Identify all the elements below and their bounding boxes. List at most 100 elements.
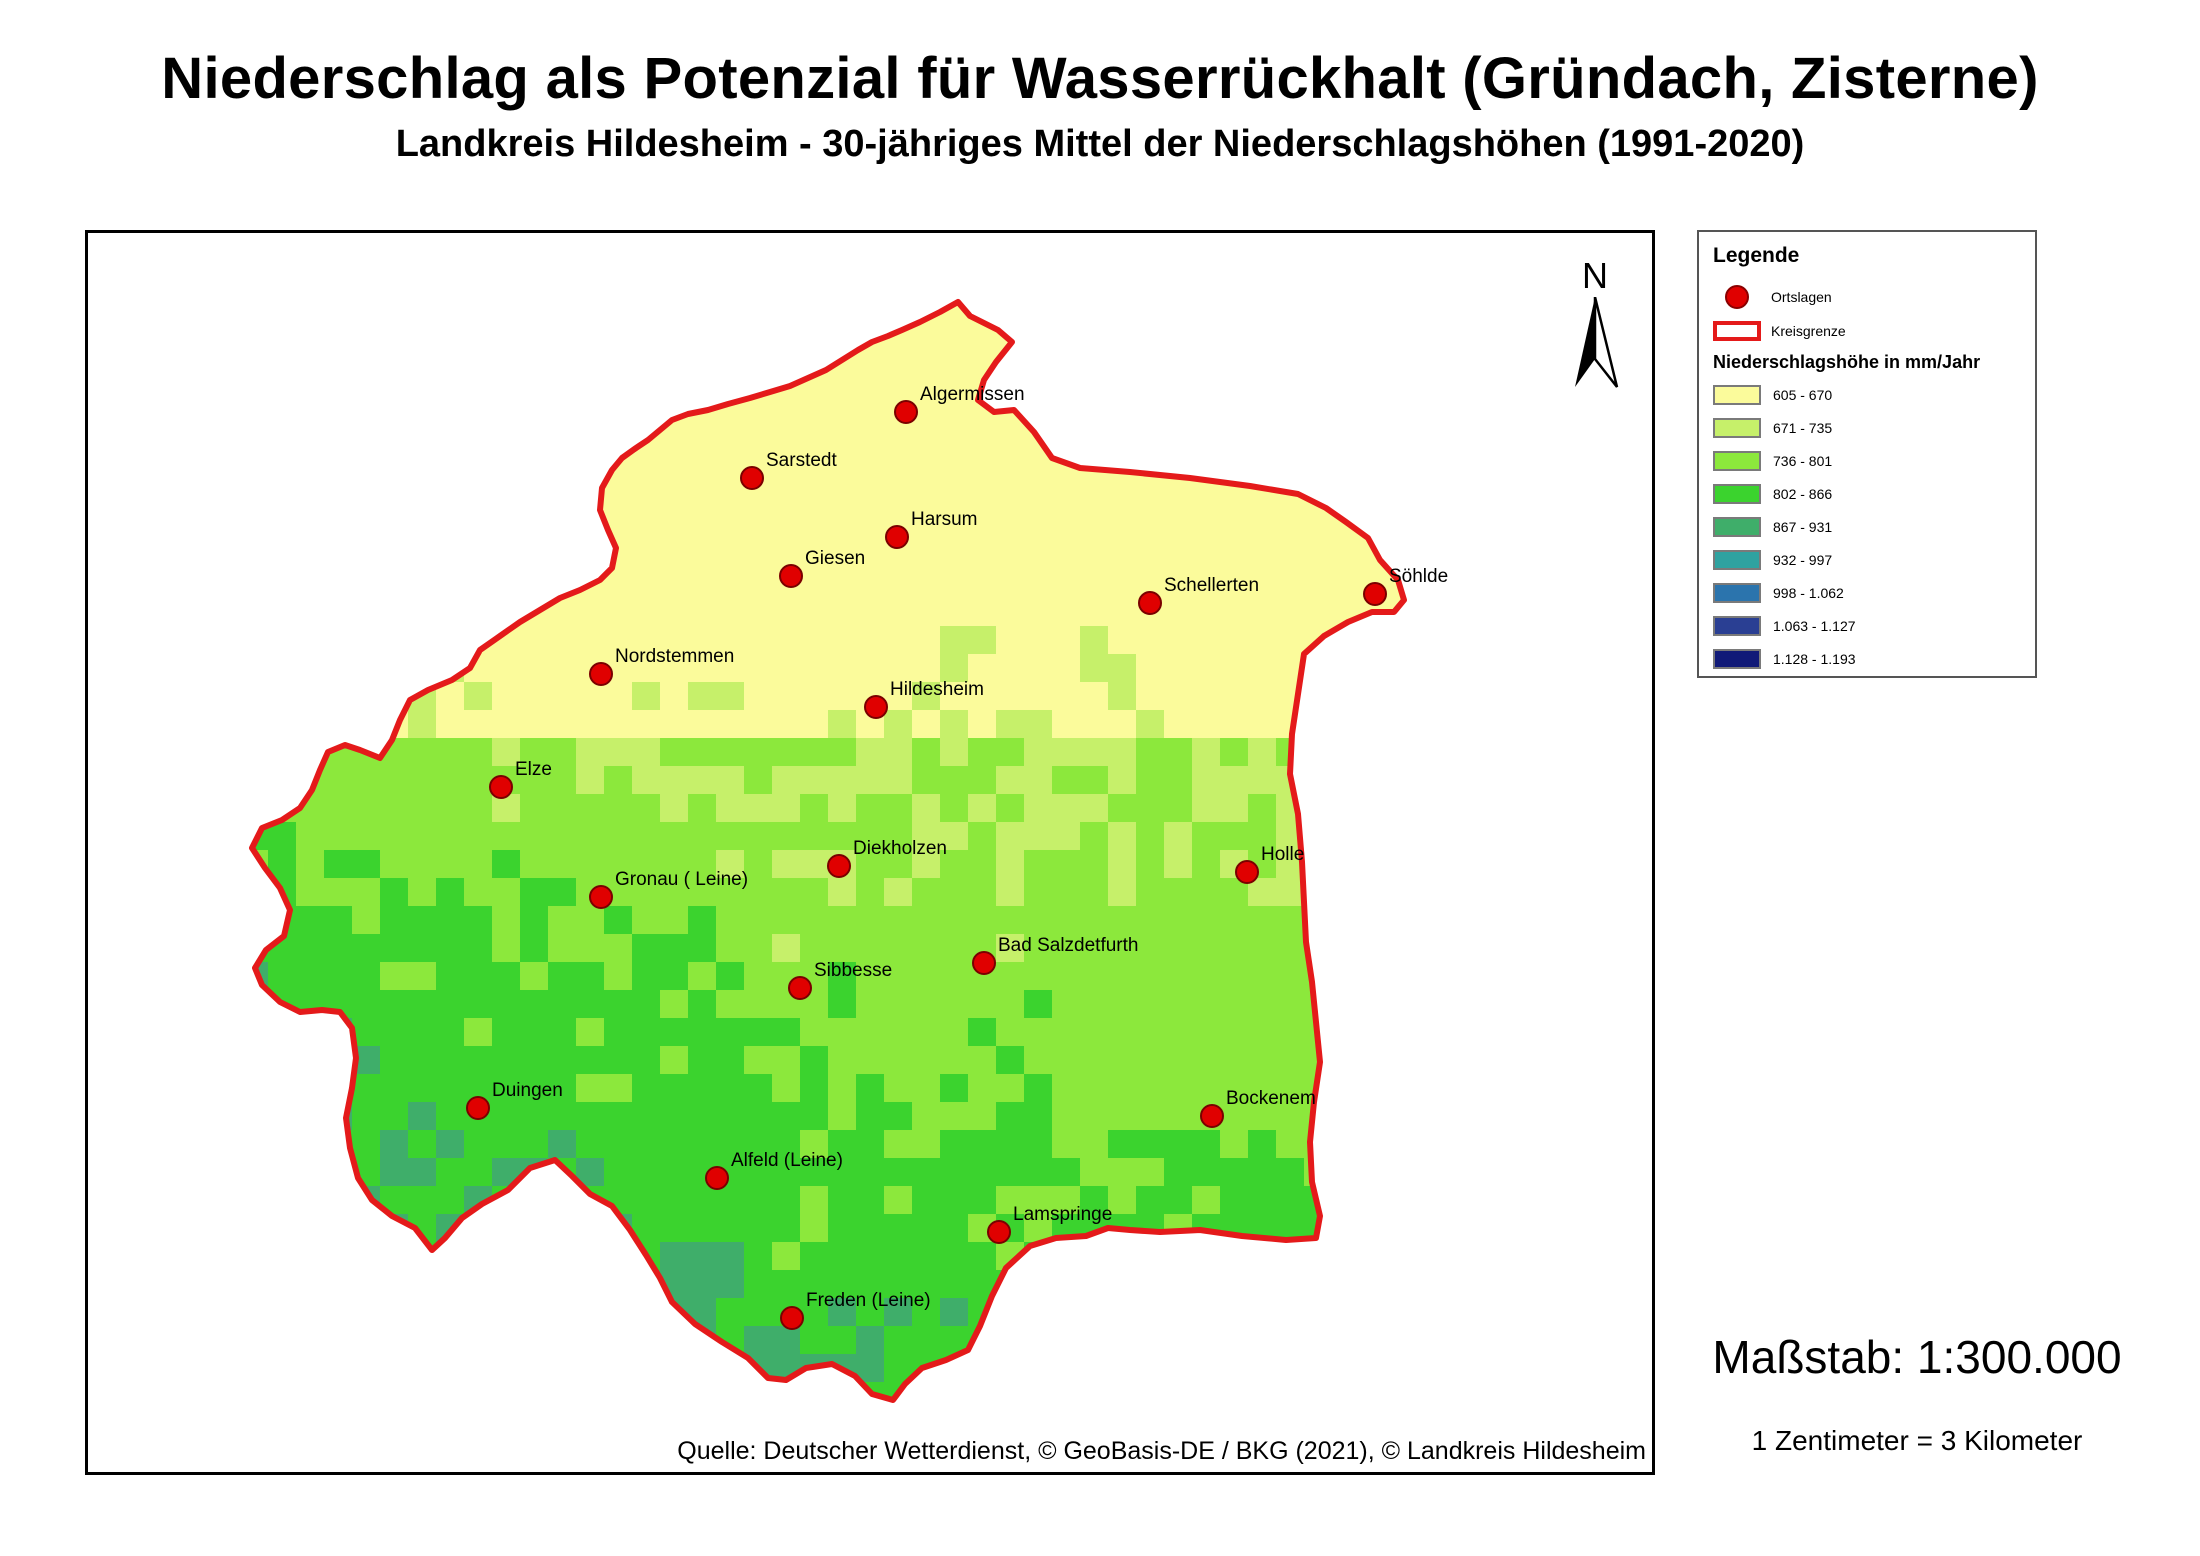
raster-cell <box>492 822 520 850</box>
raster-cell <box>1108 1130 1136 1158</box>
raster-cell <box>1080 1046 1108 1074</box>
raster-cell <box>1360 1242 1388 1270</box>
place-dot-icon <box>987 1220 1011 1244</box>
raster-cell <box>1052 318 1080 346</box>
raster-cell <box>1080 486 1108 514</box>
raster-cell <box>1388 654 1404 682</box>
raster-cell <box>828 654 856 682</box>
raster-cell <box>1220 794 1248 822</box>
raster-cell <box>436 1074 464 1102</box>
raster-cell <box>884 710 912 738</box>
legend-class-row: 671 - 735 <box>1713 415 1832 441</box>
raster-cell <box>912 878 940 906</box>
raster-cell <box>828 906 856 934</box>
raster-cell <box>324 850 352 878</box>
raster-cell <box>660 794 688 822</box>
place-dot-icon <box>885 525 909 549</box>
raster-cell <box>1024 906 1052 934</box>
raster-cell <box>660 430 688 458</box>
raster-cell <box>856 374 884 402</box>
raster-cell <box>856 766 884 794</box>
raster-cell <box>828 1158 856 1186</box>
raster-cell <box>1136 542 1164 570</box>
raster-cell <box>324 302 352 318</box>
raster-cell <box>520 654 548 682</box>
raster-cell <box>352 1354 380 1382</box>
raster-cell <box>800 542 828 570</box>
raster-cell <box>380 542 408 570</box>
map-frame: Algermissen Sarstedt Harsum Giesen Schellert… <box>85 230 1655 1475</box>
raster-cell <box>828 1270 856 1298</box>
raster-cell <box>352 1242 380 1270</box>
raster-cell <box>1136 990 1164 1018</box>
raster-cell <box>436 794 464 822</box>
raster-cell <box>1388 1074 1404 1102</box>
raster-cell <box>436 1270 464 1298</box>
raster-cell <box>912 626 940 654</box>
place-label: Alfeld (Leine) <box>731 1150 843 1171</box>
raster-cell <box>1304 1410 1332 1438</box>
raster-cell <box>1248 1158 1276 1186</box>
raster-cell <box>296 346 324 374</box>
raster-cell <box>800 794 828 822</box>
raster-cell <box>1164 1326 1192 1354</box>
raster-cell <box>604 1046 632 1074</box>
raster-cell <box>716 346 744 374</box>
raster-cell <box>296 962 324 990</box>
raster-cell <box>744 906 772 934</box>
raster-cell <box>464 1270 492 1298</box>
raster-cell <box>1360 1354 1388 1382</box>
raster-cell <box>1136 1298 1164 1326</box>
raster-cell <box>436 318 464 346</box>
raster-cell <box>1276 1186 1304 1214</box>
raster-cell <box>1108 514 1136 542</box>
raster-cell <box>1136 430 1164 458</box>
legend-class-row: 1.128 - 1.193 <box>1713 646 1856 672</box>
raster-cell <box>1276 1102 1304 1130</box>
raster-cell <box>1248 402 1276 430</box>
raster-cell <box>492 374 520 402</box>
raster-cell <box>296 302 324 318</box>
raster-cell <box>1248 1074 1276 1102</box>
raster-cell <box>604 318 632 346</box>
raster-cell <box>1220 598 1248 626</box>
place-marker: Schellerten <box>1138 575 1259 615</box>
raster-cell <box>828 934 856 962</box>
raster-cell <box>716 430 744 458</box>
raster-cell <box>492 878 520 906</box>
raster-cell <box>1332 1018 1360 1046</box>
raster-cell <box>940 486 968 514</box>
place-marker: Sarstedt <box>740 450 837 490</box>
raster-cell <box>688 1130 716 1158</box>
raster-cell <box>1304 710 1332 738</box>
raster-cell <box>436 766 464 794</box>
raster-cell <box>1220 990 1248 1018</box>
raster-cell <box>1276 1270 1304 1298</box>
raster-cell <box>436 1382 464 1400</box>
raster-cell <box>1416 738 1444 766</box>
raster-cell <box>772 1214 800 1242</box>
raster-cell <box>1248 962 1276 990</box>
raster-cell <box>1136 1270 1164 1298</box>
raster-cell <box>352 682 380 710</box>
raster-cell <box>1164 542 1192 570</box>
raster-cell <box>1108 934 1136 962</box>
raster-cell <box>856 402 884 430</box>
raster-cell <box>576 1102 604 1130</box>
raster-cell <box>464 514 492 542</box>
raster-cell <box>520 1130 548 1158</box>
raster-cell <box>252 1242 268 1270</box>
raster-cell <box>268 1410 296 1438</box>
raster-cell <box>968 682 996 710</box>
raster-cell <box>1136 682 1164 710</box>
raster-cell <box>632 822 660 850</box>
raster-cell <box>576 962 604 990</box>
legend-class-label: 932 - 997 <box>1773 552 1833 568</box>
raster-cell <box>324 514 352 542</box>
raster-cell <box>436 1158 464 1186</box>
legend-kreisgrenze: Kreisgrenze <box>1713 318 1846 344</box>
raster-cell <box>520 934 548 962</box>
raster-cell <box>716 850 744 878</box>
raster-cell <box>912 1018 940 1046</box>
raster-cell <box>1276 542 1304 570</box>
